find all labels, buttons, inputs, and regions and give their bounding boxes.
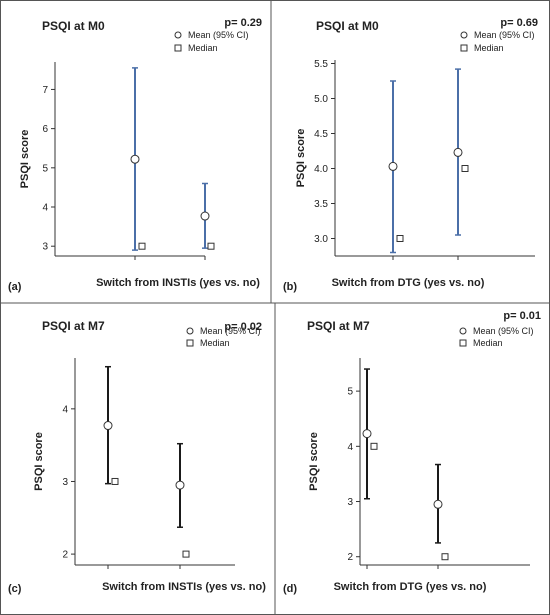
y-tick-label: 4.0 bbox=[314, 164, 328, 175]
mean-point-no bbox=[175, 480, 185, 490]
legend-median-label: Median bbox=[188, 43, 218, 53]
y-tick-label: 5 bbox=[42, 163, 48, 174]
median-point-yes bbox=[370, 442, 378, 450]
panel-label: (c) bbox=[8, 583, 22, 595]
legend-mean-label: Mean (95% CI) bbox=[473, 326, 534, 336]
legend-median-marker bbox=[186, 339, 194, 347]
panel-label: (b) bbox=[283, 281, 297, 293]
panel-title: PSQI at M7 bbox=[42, 319, 105, 333]
p-value: p= 0.01 bbox=[503, 310, 541, 322]
panel-title: PSQI at M0 bbox=[316, 19, 379, 33]
y-axis-label: PSQI score bbox=[33, 432, 45, 491]
y-tick-label: 7 bbox=[42, 85, 48, 96]
x-axis-label: Switch from DTG (yes vs. no) bbox=[334, 581, 487, 593]
legend-median-marker bbox=[460, 44, 468, 52]
x-axis-label: Switch from INSTIs (yes vs. no) bbox=[96, 277, 260, 289]
median-point-no bbox=[182, 550, 190, 558]
legend-mean-marker bbox=[186, 327, 194, 335]
y-tick-label: 3 bbox=[347, 497, 353, 508]
y-tick-label: 2 bbox=[62, 550, 68, 561]
legend-median-label: Median bbox=[473, 338, 503, 348]
panel-label: (a) bbox=[8, 281, 22, 293]
mean-point-no bbox=[433, 499, 443, 509]
y-tick-label: 3 bbox=[62, 477, 68, 488]
p-value: p= 0.02 bbox=[224, 321, 262, 333]
mean-point-no bbox=[453, 147, 463, 157]
y-tick-label: 4.5 bbox=[314, 129, 328, 140]
y-tick-label: 3.0 bbox=[314, 234, 328, 245]
mean-point-yes bbox=[103, 421, 113, 431]
y-axis-label: PSQI score bbox=[308, 432, 320, 491]
mean-point-yes bbox=[388, 161, 398, 171]
panel-label: (d) bbox=[283, 583, 297, 595]
legend-mean-marker bbox=[174, 31, 182, 39]
y-tick-label: 5.0 bbox=[314, 94, 328, 105]
y-tick-label: 4 bbox=[42, 203, 48, 214]
median-point-no bbox=[207, 242, 215, 250]
mean-point-yes bbox=[362, 429, 372, 439]
mean-point-no bbox=[200, 211, 210, 221]
legend-mean-marker bbox=[459, 327, 467, 335]
legend-mean-label: Mean (95% CI) bbox=[188, 30, 249, 40]
legend-mean-label: Mean (95% CI) bbox=[200, 326, 261, 336]
x-axis-label: Switch from INSTIs (yes vs. no) bbox=[102, 581, 266, 593]
p-value: p= 0.29 bbox=[224, 17, 262, 29]
p-value: p= 0.69 bbox=[500, 17, 538, 29]
legend-median-label: Median bbox=[474, 43, 504, 53]
legend-mean-label: Mean (95% CI) bbox=[474, 30, 535, 40]
y-axis-label: PSQI score bbox=[295, 129, 307, 188]
y-tick-label: 3.5 bbox=[314, 199, 328, 210]
y-tick-label: 3 bbox=[42, 242, 48, 253]
legend-median-marker bbox=[459, 339, 467, 347]
y-tick-label: 5.5 bbox=[314, 59, 328, 70]
y-tick-label: 4 bbox=[347, 442, 353, 453]
y-tick-label: 2 bbox=[347, 552, 353, 563]
median-point-yes bbox=[111, 477, 119, 485]
median-point-no bbox=[461, 165, 469, 172]
y-tick-label: 6 bbox=[42, 124, 48, 135]
x-axis-label: Switch from DTG (yes vs. no) bbox=[332, 277, 485, 289]
y-tick-label: 4 bbox=[62, 404, 68, 415]
panel-title: PSQI at M0 bbox=[42, 19, 105, 33]
legend-median-marker bbox=[174, 44, 182, 52]
legend-mean-marker bbox=[460, 31, 468, 39]
panel-d: 2 3 4 5 PSQI at M7 p= 0.01 Mean (95% CI) Median… bbox=[283, 310, 541, 595]
y-tick-label: 5 bbox=[347, 387, 353, 398]
median-point-yes bbox=[396, 235, 404, 242]
panel-title: PSQI at M7 bbox=[307, 319, 370, 333]
panel-b: 3.0 3.5 4.0 4.5 5.0 5.5 PSQI at M0 p= 0.69Mean … bbox=[283, 17, 538, 293]
y-axis-label: PSQI score bbox=[19, 130, 31, 189]
median-point-no bbox=[441, 553, 449, 561]
legend-median-label: Median bbox=[200, 338, 230, 348]
median-point-yes bbox=[138, 242, 146, 250]
mean-point-yes bbox=[130, 154, 140, 164]
